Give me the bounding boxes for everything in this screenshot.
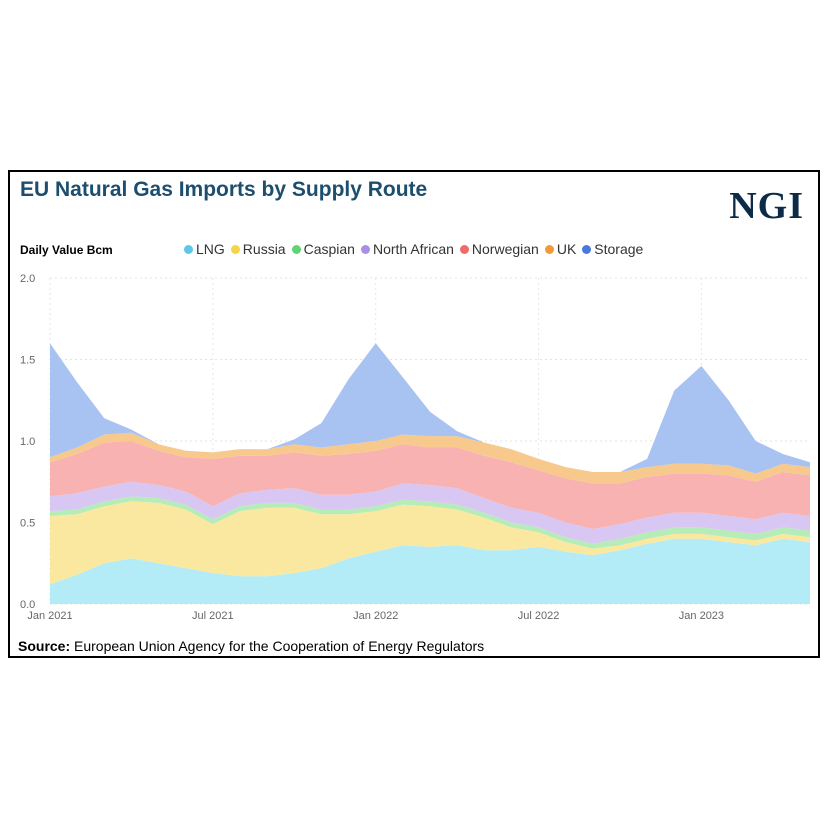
- y-tick-label: 1.0: [20, 436, 35, 448]
- ngi-logo: NGI: [729, 185, 804, 227]
- legend-item-lng: LNG: [184, 241, 225, 257]
- area-caspian: [50, 496, 810, 549]
- legend-dot: [582, 244, 592, 254]
- legend-item-caspian: Caspian: [291, 241, 355, 257]
- y-tick-label: 0.5: [20, 518, 35, 530]
- y-axis-label: Daily Value Bcm: [20, 243, 113, 257]
- legend-dot: [291, 244, 301, 254]
- source-text: European Union Agency for the Cooperatio…: [74, 638, 485, 654]
- legend-label: Storage: [594, 241, 644, 257]
- legend-item-russia: Russia: [230, 241, 286, 257]
- chart-title: EU Natural Gas Imports by Supply Route: [20, 178, 428, 201]
- legend-item-storage: Storage: [582, 241, 643, 257]
- source-note: Source: European Union Agency for the Co…: [18, 638, 484, 654]
- chart-legend: LNG Russia Caspian North African Norwegian UK…: [184, 241, 643, 257]
- y-tick-label: 2.0: [20, 273, 35, 285]
- x-tick-label: Jul 2022: [518, 610, 560, 622]
- x-tick-label: Jan 2021: [27, 610, 72, 622]
- area-russia: [50, 501, 810, 585]
- legend-dot: [230, 244, 240, 254]
- x-tick-label: Jan 2023: [679, 610, 724, 622]
- chart-frame: EU Natural Gas Imports by Supply Route N…: [8, 170, 820, 658]
- legend-label: LNG: [196, 241, 225, 257]
- x-tick-label: Jan 2022: [353, 610, 398, 622]
- x-tick-label: Jul 2021: [192, 610, 234, 622]
- legend-label: Russia: [242, 241, 286, 257]
- y-tick-label: 0.0: [20, 599, 35, 611]
- y-tick-label: 1.5: [20, 355, 35, 367]
- legend-label: UK: [556, 241, 577, 257]
- legend-label: Caspian: [303, 241, 355, 257]
- legend-dot: [459, 244, 469, 254]
- legend-item-norwegian: Norwegian: [459, 241, 539, 257]
- legend-dot: [184, 244, 193, 254]
- legend-label: Norwegian: [471, 241, 539, 257]
- area-storage: [50, 343, 810, 474]
- area-north-african: [50, 481, 810, 544]
- legend-dot: [544, 244, 554, 254]
- legend-item-north-african: North African: [360, 241, 454, 257]
- legend-dot: [360, 244, 370, 254]
- legend-item-uk: UK: [544, 241, 577, 257]
- area-uk: [50, 432, 810, 484]
- source-label: Source:: [18, 638, 71, 654]
- legend-label: North African: [372, 241, 454, 257]
- area-chart: 0.0 0.5 1.0 1.5 2.0 Jan 2021 Jul 2021 Jan 2022 J…: [20, 273, 810, 622]
- area-lng: [50, 538, 810, 604]
- area-norwegian: [50, 441, 810, 529]
